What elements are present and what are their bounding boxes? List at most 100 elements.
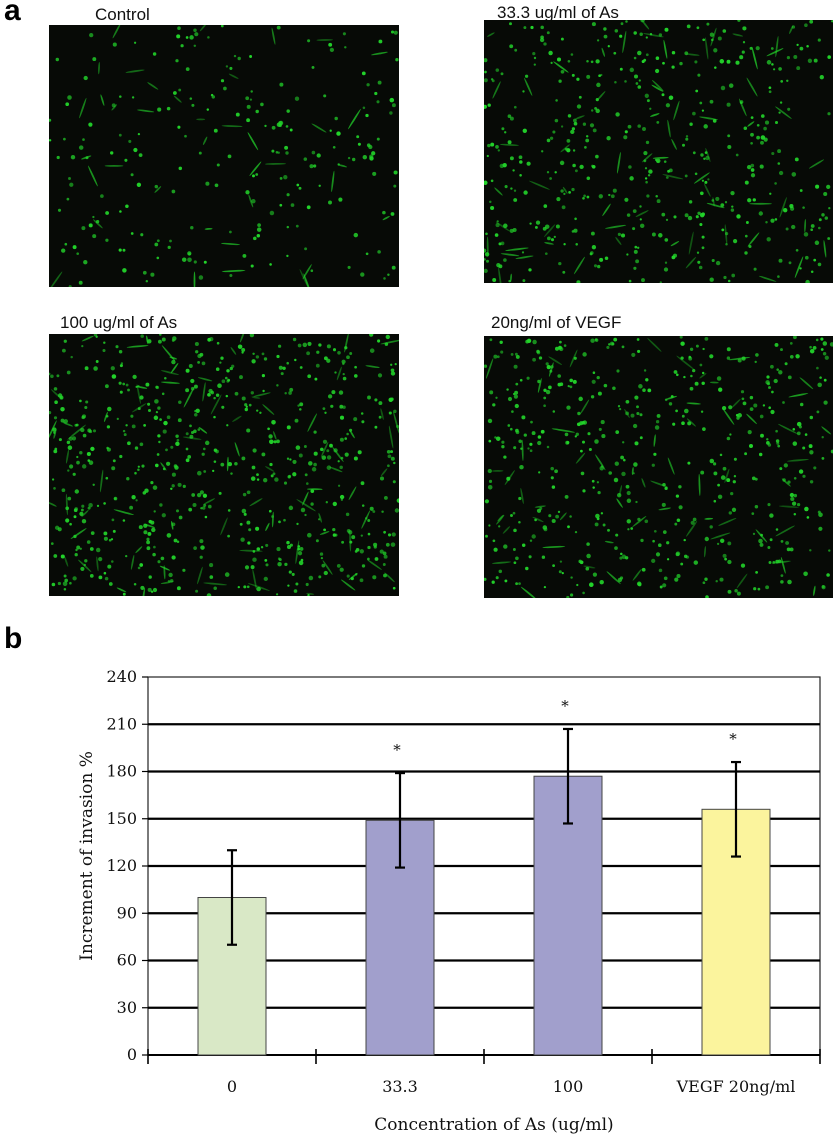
cell (112, 459, 116, 463)
cell (645, 36, 648, 39)
cell (558, 261, 562, 266)
cell (731, 205, 734, 208)
cell (812, 345, 817, 350)
cell (692, 517, 697, 522)
cell (760, 135, 766, 140)
cell (185, 388, 190, 393)
cell (567, 59, 571, 63)
cell (775, 429, 778, 433)
cell (50, 374, 54, 379)
micrograph-control (49, 25, 399, 287)
cell (165, 461, 171, 466)
micro-label-control: Control (95, 5, 150, 24)
cell (685, 135, 689, 138)
cell (663, 39, 668, 59)
cell (810, 224, 815, 228)
cell (486, 236, 489, 258)
cell (373, 545, 377, 549)
cell (636, 411, 640, 416)
cell (819, 376, 822, 379)
cell (503, 258, 507, 262)
cell (543, 396, 547, 400)
cell (303, 273, 312, 287)
cell (377, 373, 383, 378)
cell (268, 434, 273, 439)
cell (500, 253, 520, 257)
cell (396, 424, 399, 429)
cell (701, 371, 705, 375)
cell (166, 415, 171, 420)
cell (682, 143, 685, 147)
cell (559, 160, 565, 166)
cell (509, 156, 514, 161)
cell (741, 397, 745, 401)
cell (137, 468, 140, 472)
cell (103, 411, 108, 423)
cell (598, 194, 603, 199)
cell (778, 67, 782, 71)
cell (318, 184, 321, 187)
cell (160, 581, 174, 585)
cell (147, 402, 151, 406)
cell (518, 155, 523, 160)
cell (576, 77, 580, 81)
cell (645, 378, 649, 382)
cell (494, 436, 497, 439)
cell (88, 502, 93, 508)
cell (789, 342, 793, 345)
cell (96, 504, 100, 508)
cell (720, 475, 726, 480)
cell (749, 395, 754, 400)
cell (754, 360, 757, 364)
cell (349, 540, 353, 544)
cell (313, 462, 317, 467)
cell (339, 465, 343, 470)
cell (774, 182, 777, 185)
cell (486, 259, 489, 263)
cell (742, 26, 747, 31)
cell (730, 208, 735, 212)
cell (750, 116, 754, 119)
cell (702, 347, 705, 351)
cell (76, 252, 80, 256)
cell (289, 458, 292, 461)
cell (664, 398, 668, 402)
cell (722, 408, 735, 425)
cell (271, 27, 276, 45)
cell (79, 399, 82, 403)
cell (566, 595, 570, 598)
cell (195, 408, 200, 413)
cell (487, 418, 493, 424)
cell (768, 561, 772, 564)
cell (130, 232, 134, 235)
cell (488, 524, 491, 527)
cell (817, 38, 821, 42)
cell (125, 69, 145, 73)
cell (546, 365, 551, 370)
cell (85, 400, 89, 404)
cell (655, 552, 661, 557)
cell (154, 399, 159, 404)
cell (273, 431, 277, 440)
cell (53, 416, 58, 420)
cell (154, 463, 159, 468)
cell (586, 176, 591, 181)
cell (145, 382, 150, 387)
cell (498, 267, 502, 283)
cell (663, 160, 667, 163)
cell (135, 499, 138, 502)
cell (169, 356, 178, 360)
cell (522, 90, 525, 93)
cell (595, 98, 599, 102)
cell (802, 206, 805, 209)
cell (763, 126, 767, 131)
cell (619, 34, 623, 38)
cell (131, 424, 136, 429)
cell (69, 522, 72, 526)
cell (307, 532, 312, 538)
cell (255, 173, 259, 176)
cell (697, 73, 701, 77)
cell (580, 471, 585, 476)
cell (793, 513, 797, 516)
x-tick-label: 0 (227, 1077, 237, 1096)
